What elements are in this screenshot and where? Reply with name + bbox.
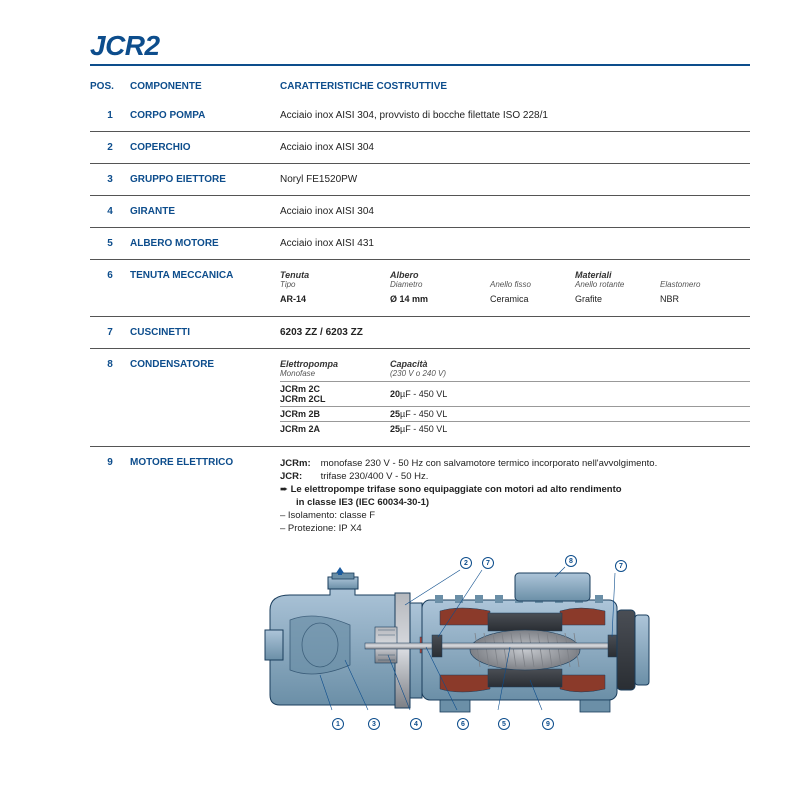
row-comp: CUSCINETTI [130,327,280,338]
callout-9: 9 [542,718,554,730]
callout-2: 2 [460,557,472,569]
row-car: Acciaio inox AISI 431 [280,238,750,249]
row-car: Acciaio inox AISI 304 [280,206,750,217]
row-comp: MOTORE ELETTRICO [130,457,280,468]
row-car: JCRm: monofase 230 V - 50 Hz con salvamo… [280,457,750,535]
row-pos: 6 [90,270,130,281]
table-row: 6 TENUTA MECCANICA TenutaAlberoMateriali… [90,260,750,317]
header-car: CARATTERISTICHE COSTRUTTIVE [280,81,750,92]
row-pos: 5 [90,238,130,249]
row-pos: 1 [90,110,130,121]
row-comp: ALBERO MOTORE [130,238,280,249]
callout-6: 6 [457,718,469,730]
column-headers: POS. COMPONENTE CARATTERISTICHE COSTRUTT… [90,81,750,92]
row-car: 6203 ZZ / 6203 ZZ [280,327,750,338]
header-pos: POS. [90,81,130,92]
row-comp: GIRANTE [130,206,280,217]
row-comp: TENUTA MECCANICA [130,270,280,281]
table-row: 9 MOTORE ELETTRICO JCRm: monofase 230 V … [90,447,750,545]
callout-8: 8 [565,555,577,567]
row-comp: GRUPPO EIETTORE [130,174,280,185]
row-pos: 3 [90,174,130,185]
pump-diagram: 1 2 3 4 5 6 7 7 8 9 [90,555,750,735]
row-car: Noryl FE1520PW [280,174,750,185]
table-row: 7 CUSCINETTI 6203 ZZ / 6203 ZZ [90,317,750,349]
callout-7: 7 [482,557,494,569]
row-car: Acciaio inox AISI 304 [280,142,750,153]
table-row: 4 GIRANTE Acciaio inox AISI 304 [90,196,750,228]
row-pos: 7 [90,327,130,338]
row-pos: 9 [90,457,130,468]
table-row: 8 CONDENSATORE ElettropompaCapacità Mono… [90,349,750,447]
row-pos: 8 [90,359,130,370]
row-comp: COPERCHIO [130,142,280,153]
table-row: 3 GRUPPO EIETTORE Noryl FE1520PW [90,164,750,196]
row-comp: CORPO POMPA [130,110,280,121]
table-row: 1 CORPO POMPA Acciaio inox AISI 304, pro… [90,100,750,132]
table-row: 2 COPERCHIO Acciaio inox AISI 304 [90,132,750,164]
row-car: Acciaio inox AISI 304, provvisto di bocc… [280,110,750,121]
callout-5: 5 [498,718,510,730]
row-car: TenutaAlberoMateriali TipoDiametroAnello… [280,270,750,306]
callout-7: 7 [615,560,627,572]
row-pos: 4 [90,206,130,217]
row-pos: 2 [90,142,130,153]
page-title: JCR2 [90,30,750,66]
row-comp: CONDENSATORE [130,359,280,370]
callout-1: 1 [332,718,344,730]
row-car: ElettropompaCapacità Monofase(230 V o 24… [280,359,750,436]
callout-4: 4 [410,718,422,730]
callout-3: 3 [368,718,380,730]
header-comp: COMPONENTE [130,81,280,92]
table-row: 5 ALBERO MOTORE Acciaio inox AISI 431 [90,228,750,260]
